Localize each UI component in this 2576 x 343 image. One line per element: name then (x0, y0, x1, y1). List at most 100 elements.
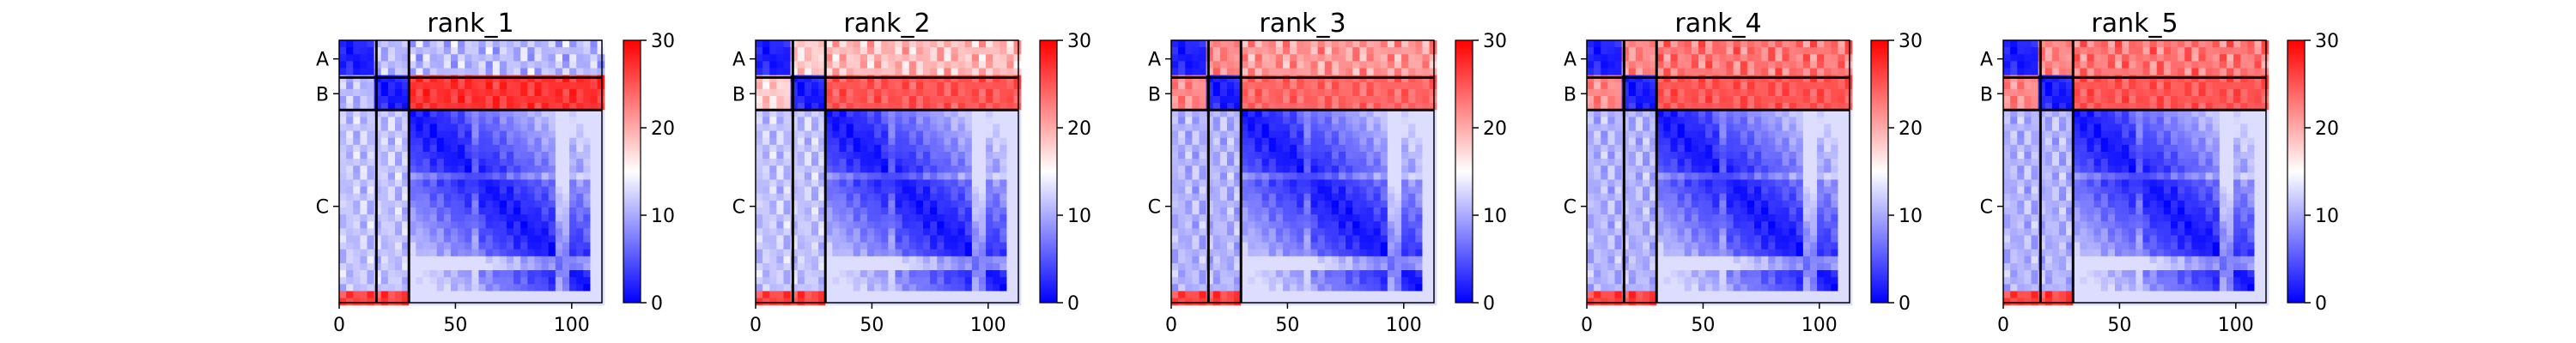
heatmap-cell (1587, 123, 1595, 132)
heatmap-cell (860, 172, 868, 181)
heatmap-cell (422, 193, 431, 202)
heatmap-cell (1401, 81, 1409, 90)
heatmap-cell (1241, 214, 1249, 222)
heatmap-cell (944, 40, 952, 48)
heatmap-cell (1185, 88, 1193, 97)
heatmap-cell (790, 221, 799, 229)
heatmap-cell (1415, 228, 1424, 237)
heatmap-cell (756, 130, 763, 139)
heatmap-cell (1373, 103, 1382, 111)
heatmap-cell (450, 256, 459, 264)
heatmap-cell (485, 298, 494, 306)
heatmap-cell (1775, 95, 1783, 104)
heatmap-cell (895, 81, 903, 90)
heatmap-cell (832, 144, 841, 153)
heatmap-cell (1747, 75, 1755, 83)
heatmap-cell (1331, 262, 1340, 271)
heatmap-cell (1677, 47, 1686, 55)
heatmap-cell (458, 117, 465, 125)
heatmap-cell (1601, 130, 1608, 139)
heatmap-cell (1006, 137, 1015, 146)
heatmap-cell (986, 214, 993, 222)
heatmap-cell (1206, 262, 1214, 271)
heatmap-cell (762, 159, 770, 166)
heatmap-cell (1684, 47, 1692, 55)
heatmap-cell (548, 103, 556, 111)
heatmap-cell (1268, 249, 1277, 257)
heatmap-cell (1006, 123, 1015, 132)
heatmap-cell (380, 95, 389, 104)
heatmap-cell (1192, 123, 1200, 132)
heatmap-cell (1192, 130, 1200, 139)
heatmap-cell (1733, 130, 1741, 139)
heatmap-cell (1649, 61, 1657, 69)
heatmap-cell (1317, 186, 1326, 195)
colorbar-tick-label: 10 (651, 206, 675, 227)
heatmap-cell (520, 47, 528, 55)
heatmap-cell (1290, 249, 1297, 257)
heatmap-cell (562, 81, 570, 90)
heatmap-cell (783, 165, 792, 173)
heatmap-cell (346, 249, 354, 257)
heatmap-cell (478, 270, 487, 278)
heatmap-cell (416, 123, 424, 132)
heatmap-cell (478, 277, 487, 285)
heatmap-cell (1394, 200, 1402, 208)
heatmap-cell (1789, 68, 1797, 76)
heatmap-cell (1013, 47, 1022, 55)
heatmap-cell (1352, 186, 1360, 195)
heatmap-cell (908, 172, 917, 181)
heatmap-cell (1366, 40, 1375, 48)
heatmap-cell (458, 214, 465, 222)
heatmap-cell (555, 123, 563, 132)
heatmap-cell (1408, 137, 1416, 146)
heatmap-cell (846, 298, 854, 306)
heatmap-cell (346, 165, 354, 173)
heatmap-cell (964, 200, 973, 208)
heatmap-cell (769, 165, 777, 173)
heatmap-cell (1199, 256, 1207, 264)
heatmap-cell (1587, 137, 1595, 146)
heatmap-cell (541, 144, 550, 153)
heatmap-cell (597, 235, 605, 244)
heatmap-cell (1775, 88, 1783, 97)
heatmap-cell (458, 228, 465, 237)
heatmap-cell (562, 277, 570, 285)
heatmap-cell (1422, 40, 1431, 48)
heatmap-cell (485, 75, 494, 83)
heatmap-cell (387, 47, 396, 55)
heatmap-cell (971, 284, 980, 292)
heatmap-cell (465, 200, 472, 208)
heatmap-cell (422, 235, 431, 244)
heatmap-cell (1387, 270, 1395, 278)
heatmap-cell (1013, 214, 1022, 222)
heatmap-cell (1642, 88, 1650, 97)
heatmap-cell (769, 242, 777, 250)
heatmap-cell (1359, 214, 1368, 222)
heatmap-cell (860, 151, 868, 159)
heatmap-cell (902, 242, 910, 250)
heatmap-cell (1013, 68, 1022, 76)
heatmap-cell (1324, 95, 1333, 104)
heatmap-cell (527, 81, 536, 90)
heatmap-cell (1324, 193, 1333, 202)
heatmap-cell (811, 130, 819, 139)
heatmap-cell (1297, 47, 1304, 55)
heatmap-cell (1297, 117, 1304, 125)
heatmap-cell (1199, 172, 1207, 181)
heatmap-cell (367, 256, 375, 264)
heatmap-cell (1698, 68, 1706, 76)
heatmap-cell (458, 137, 465, 146)
heatmap-cell (957, 200, 966, 208)
heatmap-cell (825, 165, 833, 173)
heatmap-cell (978, 228, 987, 237)
heatmap-cell (360, 151, 368, 159)
heatmap-cell (1219, 75, 1228, 83)
heatmap-cell (888, 47, 896, 55)
heatmap-cell (485, 144, 494, 153)
heatmap-cell (1171, 144, 1179, 153)
heatmap-cell (465, 137, 472, 146)
heatmap-cell (874, 291, 882, 299)
heatmap-cell (1429, 75, 1437, 83)
heatmap-cell (944, 256, 952, 264)
